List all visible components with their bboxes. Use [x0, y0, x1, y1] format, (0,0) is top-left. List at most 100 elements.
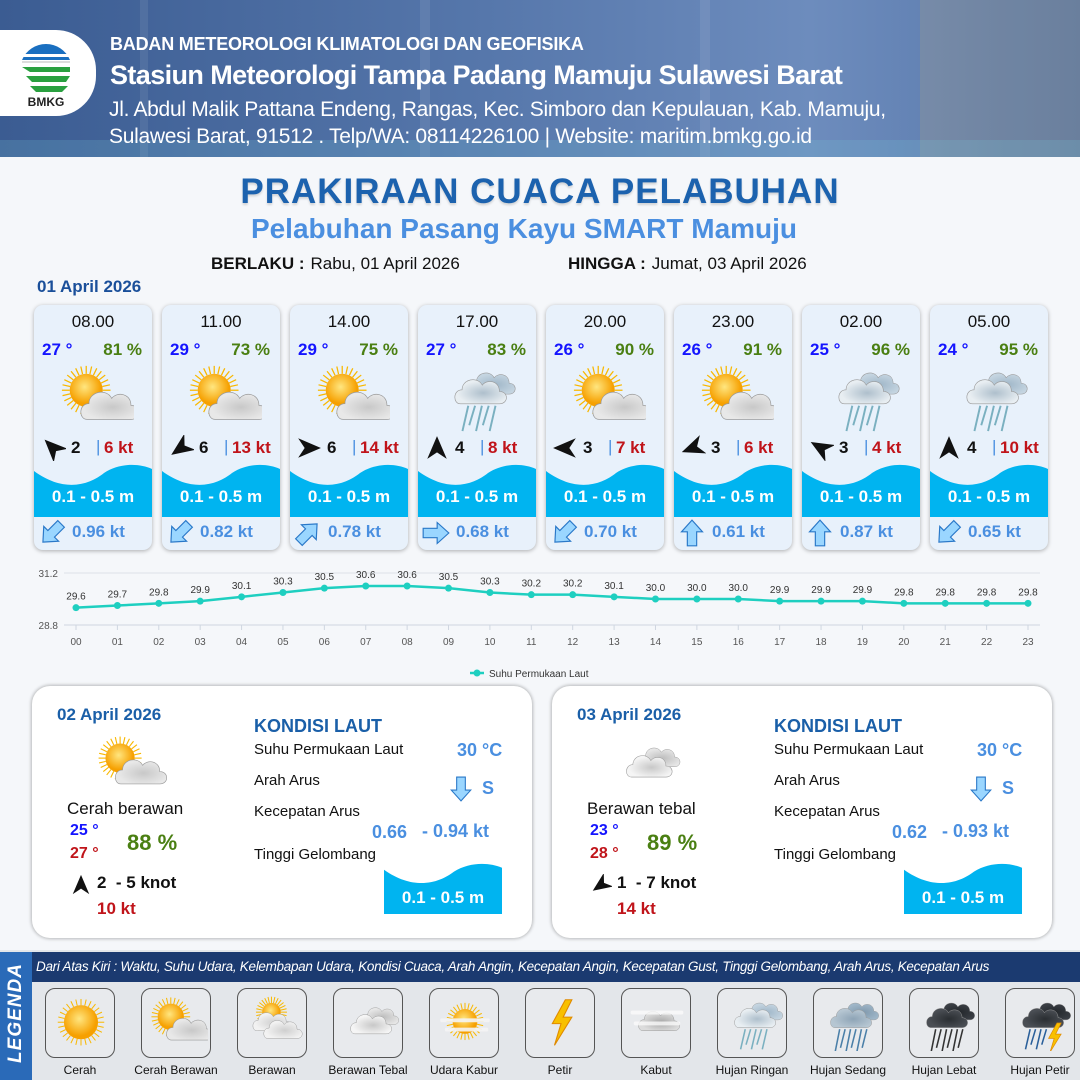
- legend-label: Berawan: [248, 1063, 296, 1077]
- gust-speed: 6 kt: [104, 438, 134, 457]
- wind-speed: 4: [967, 438, 977, 457]
- daily-forecast-panel: 03 April 2026 Berawan tebal 23 ° 28 ° 89…: [552, 686, 1052, 938]
- condition-text: Berawan tebal: [587, 799, 696, 818]
- wave-height-shape: [162, 464, 280, 517]
- data-label: 30.5: [439, 572, 459, 583]
- legend-entry: Suhu Permukaan Laut: [489, 669, 589, 680]
- cerah-berawan-icon: [61, 365, 140, 420]
- sst-line: [75, 584, 1028, 609]
- wave-height-shape: [384, 863, 502, 914]
- wind-direction-arrow-icon: [810, 442, 836, 462]
- humidity: 83 %: [487, 340, 526, 359]
- data-label: 29.8: [894, 587, 914, 598]
- wind-direction-arrow-icon: [592, 872, 614, 891]
- wind-direction: [808, 435, 836, 462]
- wave-height-label: Tinggi Gelombang: [254, 846, 377, 863]
- weather-condition: [566, 363, 652, 433]
- cerah-berawan-icon: [151, 997, 208, 1041]
- forecast-time: 05.00: [967, 312, 1011, 331]
- sst-label: Suhu Permukaan Laut: [254, 741, 404, 758]
- forecast-card: 17.00 27 ° 83 % 4 | 8 kt 0.1 - 0.5 m 0.6…: [418, 305, 536, 550]
- cerah-berawan-icon: [98, 736, 168, 785]
- port-name: Pelabuhan Pasang Kayu SMART Mamuju: [250, 213, 798, 244]
- sst-point: [238, 593, 246, 601]
- wind-direction-arrow-icon: [44, 439, 68, 463]
- wind-speed: 4: [455, 438, 465, 457]
- data-label: 29.8: [149, 587, 169, 598]
- humidity: 81 %: [103, 340, 142, 359]
- wind-direction: [296, 435, 322, 461]
- sst-point: [569, 591, 577, 599]
- udara-kabur-icon: [440, 1002, 490, 1041]
- gust-speed: 10 kt: [1000, 438, 1039, 457]
- legend-icon-box: [1005, 988, 1075, 1058]
- wave-height: 0.1 - 0.5 m: [51, 487, 135, 506]
- current-speed: 0.68 kt: [456, 522, 509, 541]
- weather-condition: [822, 363, 902, 433]
- separator: |: [736, 437, 741, 456]
- wave-height-shape: [802, 464, 920, 517]
- hujan-ringan-icon: [966, 372, 1028, 432]
- humidity: 96 %: [871, 340, 910, 359]
- x-tick-label: 09: [443, 637, 455, 648]
- sst-point: [403, 582, 411, 590]
- air-temperature: 29 °: [170, 340, 201, 359]
- valid-to: HINGGA : Jumat, 03 April 2026: [568, 254, 807, 274]
- humidity: 73 %: [231, 340, 270, 359]
- weather-condition: [310, 363, 396, 433]
- legend-side-label: LEGENDA: [0, 952, 32, 1080]
- wave-shape: [34, 463, 152, 517]
- cerah-berawan-icon: [317, 365, 396, 420]
- sea-condition-title: KONDISI LAUT: [774, 716, 902, 736]
- current-speed: 0.87 kt: [840, 522, 893, 541]
- current-speed: 0.61 kt: [712, 522, 765, 541]
- wave-shape: [546, 463, 664, 517]
- legend-label: Cerah: [63, 1063, 97, 1077]
- legend-icon-box: [429, 988, 499, 1058]
- x-tick-label: 21: [940, 637, 952, 648]
- legend-icon-box: [237, 988, 307, 1058]
- station-name: Stasiun Meteorologi Tampa Padang Mamuju …: [110, 60, 843, 90]
- current-direction: [934, 519, 962, 547]
- current-direction: [968, 776, 994, 807]
- wave-shape: [290, 463, 408, 517]
- weather-condition: [87, 734, 168, 796]
- legend-label: Kabut: [640, 1063, 672, 1077]
- air-temperature: 24 °: [938, 340, 969, 359]
- x-tick-label: 14: [650, 637, 662, 648]
- x-tick-label: 16: [733, 637, 745, 648]
- current-direction: [678, 519, 706, 547]
- day1-date: 01 April 2026: [37, 277, 142, 296]
- legend-title: LEGENDA: [5, 963, 26, 1063]
- max-temperature: 28 °: [590, 845, 619, 862]
- wind-speed: 6: [199, 438, 209, 457]
- legend-swatch-point: [473, 669, 481, 677]
- legend-label: Hujan Petir: [1010, 1063, 1070, 1077]
- gust-speed: 4 kt: [872, 438, 902, 457]
- humidity: 90 %: [615, 340, 654, 359]
- current-direction-arrow-icon: [808, 519, 832, 547]
- current-direction: [294, 519, 322, 547]
- forecast-time: 17.00: [455, 312, 499, 331]
- cerah-icon: [57, 998, 105, 1046]
- wind-direction-arrow-icon: [298, 438, 321, 458]
- x-tick-label: 22: [981, 637, 993, 648]
- wave-height-shape: [930, 464, 1048, 517]
- x-tick-label: 23: [1022, 637, 1034, 648]
- current-direction: [38, 519, 66, 547]
- wave-height: 0.1 - 0.5 m: [307, 487, 391, 506]
- current-direction-arrow-icon: [938, 519, 962, 543]
- sst-point: [941, 599, 949, 607]
- wind-speed: 2: [71, 438, 81, 457]
- bmkg-logo: BMKG: [0, 30, 96, 116]
- weather-condition: [950, 363, 1030, 433]
- legend-label: Berawan Tebal: [328, 1063, 408, 1077]
- sst-point: [610, 593, 618, 601]
- sst-point: [776, 597, 784, 605]
- x-tick-label: 00: [70, 637, 82, 648]
- humidity: 91 %: [743, 340, 782, 359]
- sst-point: [527, 591, 535, 599]
- current-direction-label: Arah Arus: [254, 772, 320, 789]
- header-banner: [0, 0, 1080, 157]
- current-direction-arrow-icon: [170, 519, 194, 543]
